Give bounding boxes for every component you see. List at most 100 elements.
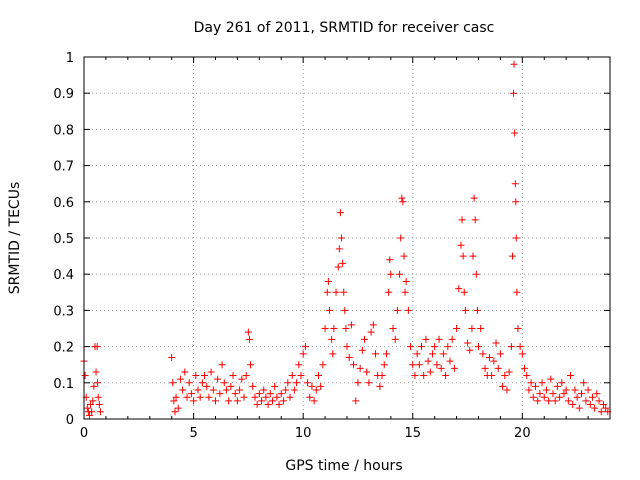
y-tick-label: 0.1 <box>53 377 74 392</box>
data-point <box>426 368 434 376</box>
data-point <box>411 372 419 380</box>
data-point <box>315 372 323 380</box>
data-point <box>470 194 478 202</box>
data-point <box>231 390 239 398</box>
x-tick-label: 20 <box>514 426 531 441</box>
data-point <box>273 393 281 401</box>
data-point <box>542 386 550 394</box>
data-point <box>457 241 465 249</box>
data-point <box>236 386 244 394</box>
data-point <box>290 386 298 394</box>
data-point <box>297 372 305 380</box>
data-point <box>192 372 200 380</box>
data-point <box>578 390 586 398</box>
data-point <box>582 397 590 405</box>
data-point <box>529 393 537 401</box>
data-point <box>511 180 519 188</box>
data-point <box>179 386 187 394</box>
data-point <box>448 335 456 343</box>
data-point <box>358 346 366 354</box>
data-point <box>472 270 480 278</box>
data-point <box>422 335 430 343</box>
data-point <box>93 343 101 351</box>
data-point <box>503 386 511 394</box>
data-point <box>455 285 463 293</box>
data-point <box>402 277 410 285</box>
data-point <box>485 353 493 361</box>
data-point <box>271 382 279 390</box>
data-point <box>387 270 395 278</box>
data-point <box>304 379 312 387</box>
data-point <box>376 382 384 390</box>
data-point <box>88 408 96 416</box>
data-point <box>473 306 481 314</box>
data-point <box>494 364 502 372</box>
data-point <box>444 343 452 351</box>
data-point <box>233 397 241 405</box>
data-point <box>279 397 287 405</box>
data-point <box>389 325 397 332</box>
data-point <box>547 375 555 383</box>
data-point <box>249 382 257 390</box>
data-point <box>308 382 316 390</box>
data-point <box>356 364 364 372</box>
data-point <box>90 382 98 390</box>
data-point <box>365 379 373 387</box>
data-point <box>293 379 301 387</box>
data-point <box>514 325 522 332</box>
y-tick-labels: 0 0.1 0.2 0.3 0.4 0.5 0.6 0.7 0.8 0.9 1 <box>53 51 74 428</box>
data-point <box>275 401 283 409</box>
data-point <box>492 339 500 347</box>
data-point <box>352 397 360 405</box>
data-point <box>588 393 596 401</box>
data-point <box>446 357 454 365</box>
data-point <box>558 379 566 387</box>
plot-frame <box>83 56 611 420</box>
data-point <box>205 393 213 401</box>
data-point <box>168 353 176 361</box>
data-point <box>545 397 553 405</box>
data-point <box>435 335 443 343</box>
data-point <box>361 335 369 343</box>
data-point <box>247 361 255 369</box>
data-point <box>96 408 104 416</box>
data-point <box>258 397 266 405</box>
data-point <box>174 404 182 412</box>
data-point <box>386 256 394 264</box>
data-point <box>330 325 338 332</box>
data-point <box>181 368 189 376</box>
data-point <box>262 393 270 401</box>
data-point <box>464 339 472 347</box>
data-point <box>510 89 518 97</box>
data-point <box>490 357 498 365</box>
data-point <box>396 270 404 278</box>
data-point <box>481 364 489 372</box>
data-point <box>527 379 535 387</box>
data-point <box>251 393 259 401</box>
data-point <box>591 404 599 412</box>
data-point <box>169 379 177 387</box>
data-point <box>407 343 415 351</box>
data-point <box>415 361 423 369</box>
data-point <box>418 343 426 351</box>
data-point <box>194 386 202 394</box>
data-point <box>475 343 482 351</box>
data-point <box>95 401 103 409</box>
data-point <box>536 390 544 398</box>
data-point <box>229 372 237 380</box>
data-point <box>319 361 327 369</box>
data-point <box>499 382 507 390</box>
data-point <box>225 397 233 405</box>
data-point <box>397 234 405 242</box>
data-point <box>367 328 375 336</box>
data-point <box>94 379 102 387</box>
data-point <box>187 390 195 398</box>
data-point <box>218 361 226 369</box>
data-point <box>564 397 572 405</box>
data-point <box>83 404 91 412</box>
data-point <box>599 401 607 409</box>
data-point <box>347 321 355 329</box>
data-point <box>378 372 386 380</box>
data-point <box>335 245 343 253</box>
